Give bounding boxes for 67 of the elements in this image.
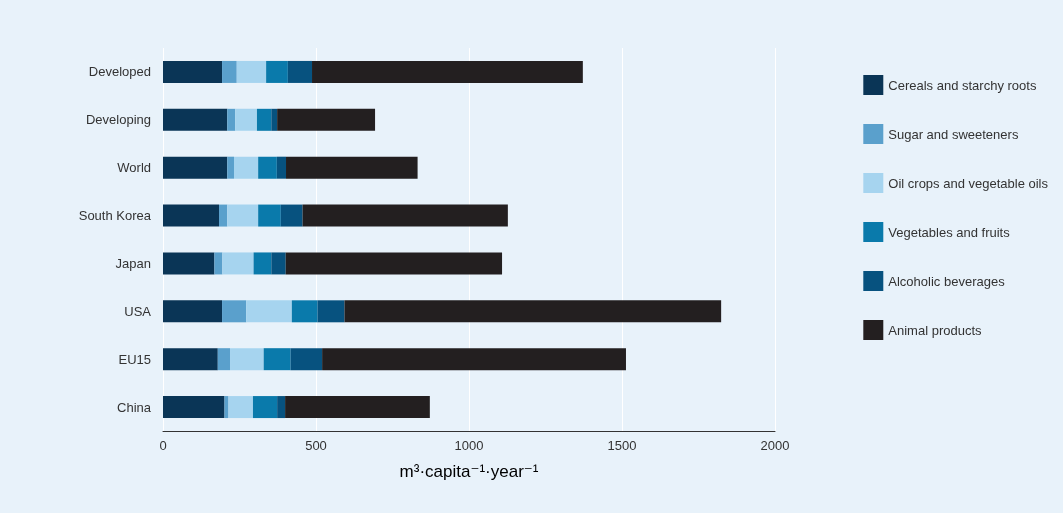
y-tick-label: South Korea (78, 208, 152, 224)
bar (235, 108, 257, 131)
bar (266, 60, 288, 83)
x-tick-label: 1500 (607, 438, 637, 453)
bar (285, 396, 430, 419)
bar (287, 60, 313, 83)
bar (322, 348, 626, 371)
bar (214, 252, 223, 275)
y-tick-label: World (117, 160, 151, 176)
bar (277, 396, 286, 419)
bar (344, 300, 722, 323)
legend-label: Oil crops and vegetable oils (888, 175, 1049, 191)
bar (253, 252, 272, 275)
bar (256, 108, 272, 131)
bar (222, 300, 247, 323)
bar (312, 60, 583, 83)
bar (227, 156, 234, 179)
bar (228, 396, 253, 419)
bar (163, 156, 228, 179)
bar (286, 156, 418, 179)
bar (227, 108, 236, 131)
legend-label: Vegetables and fruits (888, 224, 1011, 240)
x-tick-label: 2000 (760, 438, 790, 453)
bar (246, 300, 292, 323)
y-tick-label: Japan (115, 255, 151, 271)
bar (290, 348, 323, 371)
legend-label: Alcoholic beverages (888, 273, 1006, 289)
bar (263, 348, 291, 371)
bar (227, 204, 259, 227)
legend-label: Cereals and starchy roots (888, 77, 1037, 93)
bar (217, 348, 231, 371)
y-tick-label: Developed (88, 64, 151, 80)
bar (317, 300, 345, 323)
bar (236, 60, 267, 83)
bar (163, 60, 223, 83)
bar (271, 252, 286, 275)
bar (163, 300, 223, 323)
bar (163, 108, 228, 131)
bar (277, 108, 376, 131)
bar (222, 252, 254, 275)
bar (258, 156, 277, 179)
bar (291, 300, 318, 323)
y-tick-label: China (117, 399, 152, 415)
bar (222, 60, 237, 83)
bar (163, 252, 215, 275)
bar (163, 396, 225, 419)
x-tick-label: 0 (159, 438, 167, 453)
bar (230, 348, 264, 371)
bar (276, 156, 287, 179)
x-tick-label: 500 (305, 438, 327, 453)
bar (285, 252, 503, 275)
bar (258, 204, 281, 227)
x-axis-title: m³·capita⁻¹·year⁻¹ (399, 462, 539, 481)
bar (219, 204, 228, 227)
x-tick-label: 1000 (454, 438, 484, 453)
bar (252, 396, 278, 419)
bar (271, 108, 278, 131)
bar (163, 204, 219, 227)
y-tick-label: USA (124, 303, 152, 319)
bar (163, 348, 218, 371)
legend-label: Animal products (888, 322, 983, 338)
bar (302, 204, 508, 227)
legend-label: Sugar and sweeteners (888, 126, 1019, 142)
bar (280, 204, 303, 227)
y-tick-label: Developing (85, 112, 151, 128)
bar (233, 156, 259, 179)
y-tick-label: EU15 (118, 351, 151, 367)
